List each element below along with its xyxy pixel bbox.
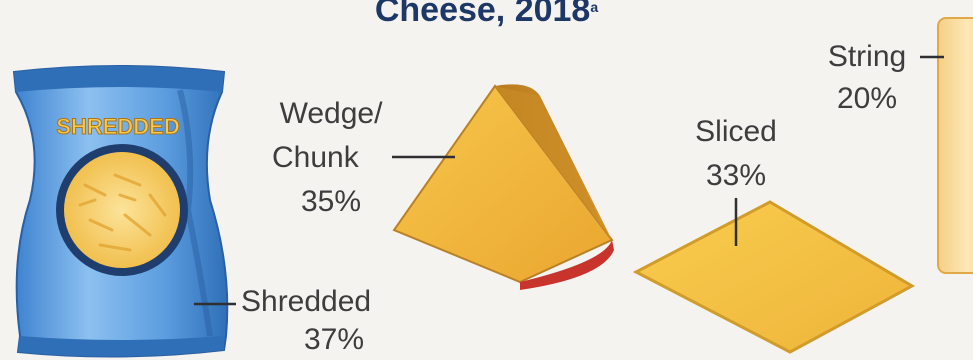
label-sliced-name: Sliced <box>695 115 777 148</box>
cheese-slice-icon <box>632 200 916 354</box>
label-wedge-line1: Wedge/ <box>279 97 383 130</box>
label-string: String 20% <box>812 36 922 120</box>
shredded-bag-icon <box>12 65 229 358</box>
label-wedge-line2: Chunk <box>272 141 359 174</box>
cheese-wedge-icon <box>392 84 614 290</box>
label-wedge-value: 35% <box>300 185 362 218</box>
bag-label-text: SHREDDED <box>56 114 179 139</box>
chart-title-text: Cheese, 2018 <box>374 0 591 29</box>
chart-title: Cheese, 2018a <box>0 0 973 30</box>
title-footnote-marker: a <box>590 0 599 15</box>
label-wedge: Wedge/ Chunk 35% <box>256 92 406 224</box>
label-sliced: Sliced 33% <box>666 110 806 198</box>
label-shredded-value: 37% <box>303 323 365 356</box>
label-shredded: Shredded <box>241 284 371 320</box>
string-cheese-icon <box>937 17 973 274</box>
label-string-value: 20% <box>836 82 898 115</box>
label-shredded-name: Shredded <box>241 285 372 318</box>
shredded-cheese-window <box>64 152 180 268</box>
label-string-name: String <box>827 40 907 73</box>
label-sliced-value: 33% <box>705 159 767 192</box>
